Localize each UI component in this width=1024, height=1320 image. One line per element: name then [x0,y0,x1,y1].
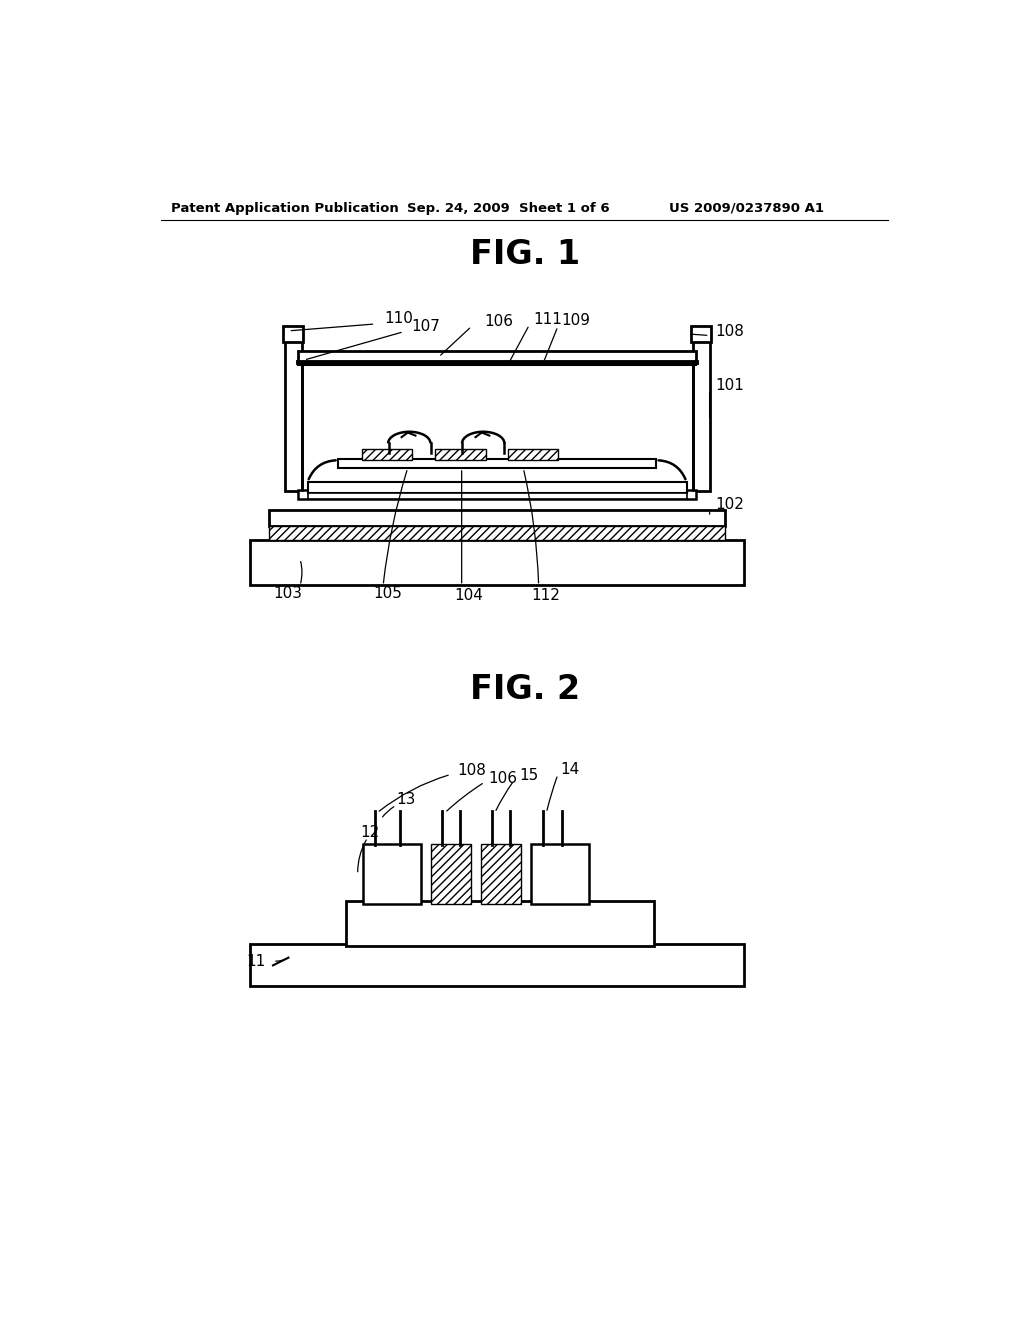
Bar [346,902,654,946]
Text: 107: 107 [412,318,440,334]
Bar [269,527,725,540]
Text: 106: 106 [484,314,514,329]
Bar [298,351,695,363]
Bar [435,449,485,461]
Text: Sep. 24, 2009  Sheet 1 of 6: Sep. 24, 2009 Sheet 1 of 6 [407,202,609,215]
Text: 112: 112 [531,589,560,603]
Bar [269,510,725,527]
Bar [250,944,744,986]
Text: 14: 14 [560,762,580,776]
Text: 11: 11 [246,954,265,969]
Text: 108: 108 [716,325,744,339]
Text: 102: 102 [716,498,744,512]
Text: 12: 12 [360,825,379,840]
Bar [364,843,421,904]
Bar [531,843,589,904]
Text: FIG. 2: FIG. 2 [470,673,580,706]
Bar [307,492,686,499]
Text: 13: 13 [396,792,416,807]
Text: 111: 111 [534,312,562,327]
Bar [307,482,686,492]
Text: 108: 108 [458,763,486,777]
Text: 110: 110 [385,312,414,326]
Text: 101: 101 [716,378,744,393]
Bar [692,337,710,491]
Bar [361,449,412,461]
Text: 15: 15 [519,768,539,784]
Text: 104: 104 [454,589,483,603]
Bar [339,459,655,469]
Bar [250,540,744,585]
Bar [285,337,301,491]
Bar [508,449,558,461]
Bar [283,326,303,342]
Text: 103: 103 [273,586,302,601]
Bar [431,843,471,904]
Text: 105: 105 [373,586,402,601]
Text: FIG. 1: FIG. 1 [470,238,580,271]
Bar [691,326,711,342]
Bar [481,843,521,904]
Text: US 2009/0237890 A1: US 2009/0237890 A1 [669,202,824,215]
Bar [298,490,695,499]
Text: 106: 106 [488,771,517,785]
Text: Patent Application Publication: Patent Application Publication [171,202,398,215]
Text: 109: 109 [562,313,591,329]
